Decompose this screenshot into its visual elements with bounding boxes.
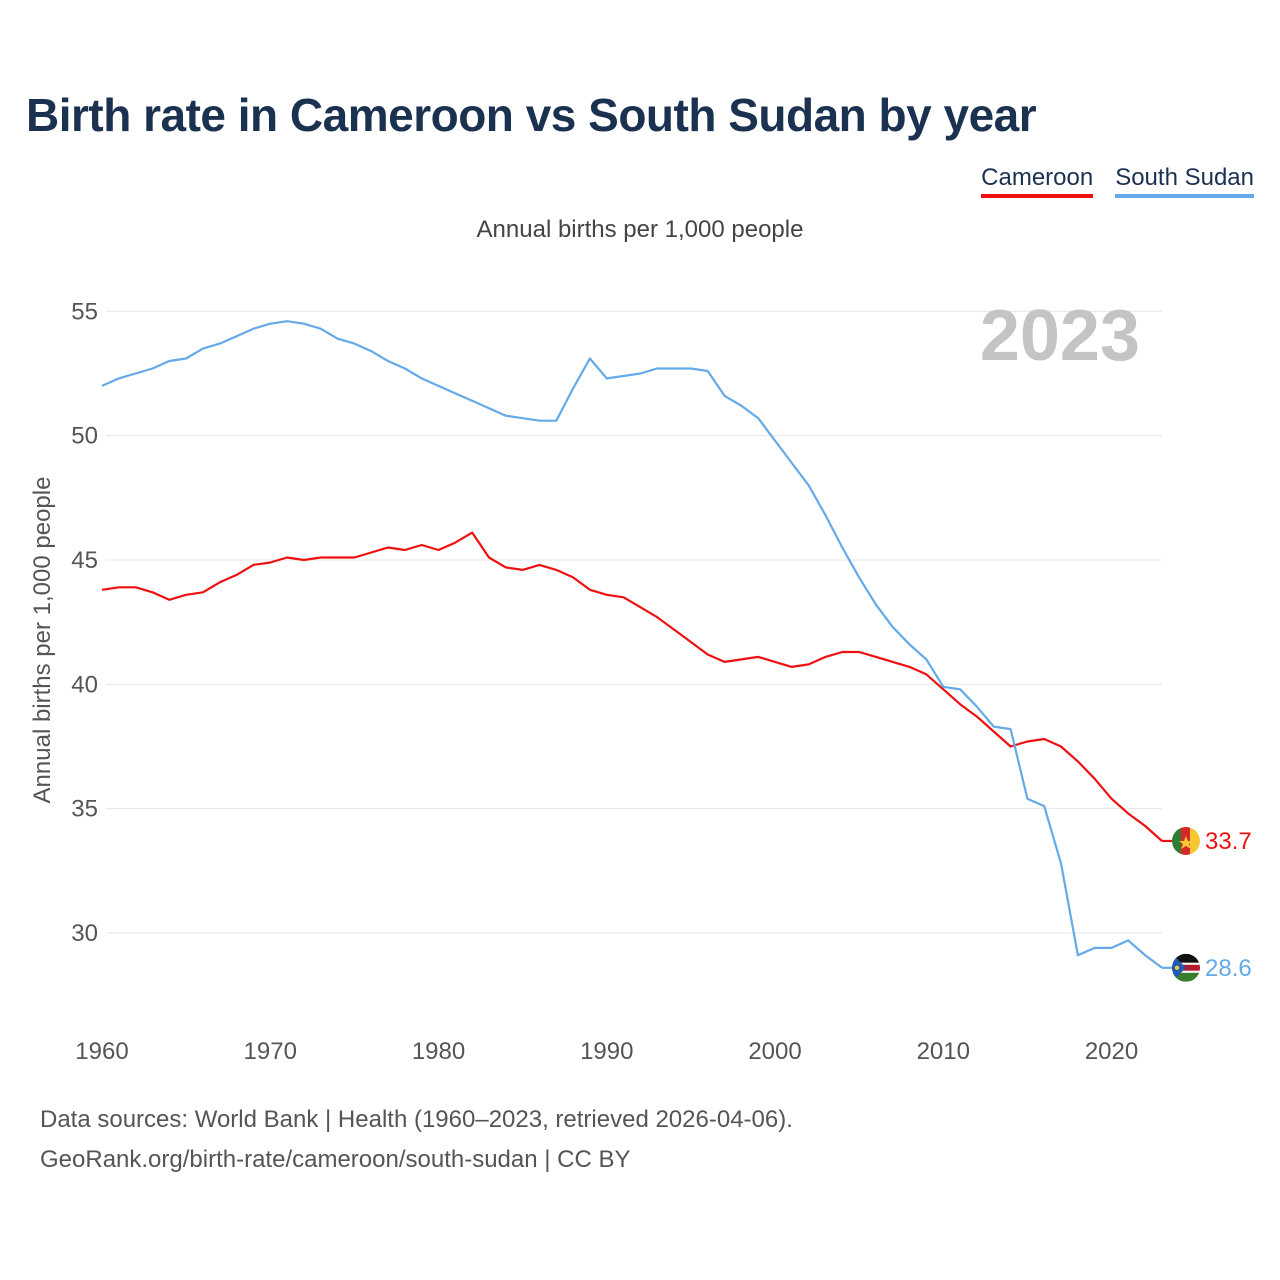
series-line-cameroon bbox=[101, 531, 1163, 842]
chart-title: Birth rate in Cameroon vs South Sudan by… bbox=[26, 89, 1037, 141]
series-line-south-sudan bbox=[101, 320, 1163, 969]
x-tick-label-1980: 1980 bbox=[412, 1038, 465, 1065]
legend-item-cameroon[interactable]: Cameroon bbox=[981, 164, 1094, 198]
x-tick-label-2000: 2000 bbox=[748, 1038, 801, 1065]
y-tick-label-35: 35 bbox=[71, 796, 98, 823]
x-tick-label-1960: 1960 bbox=[75, 1038, 128, 1065]
year-badge: 2023 bbox=[980, 296, 1140, 376]
end-value-label-south-sudan: 28.6 bbox=[1205, 955, 1252, 982]
end-markers: 33.7 28.6 bbox=[1172, 827, 1252, 982]
y-tick-label-30: 30 bbox=[71, 920, 98, 947]
y-tick-label-50: 50 bbox=[71, 423, 98, 450]
flag-south-sudan-icon bbox=[1172, 953, 1200, 982]
flag-cameroon-icon bbox=[1172, 827, 1200, 855]
legend: Cameroon South Sudan bbox=[981, 164, 1254, 198]
gridlines bbox=[106, 310, 1162, 934]
x-tick-label-2020: 2020 bbox=[1085, 1038, 1138, 1065]
y-tick-label-40: 40 bbox=[71, 671, 98, 698]
y-tick-label-45: 45 bbox=[71, 547, 98, 574]
chart-subtitle: Annual births per 1,000 people bbox=[476, 216, 804, 243]
x-tick-label-1970: 1970 bbox=[244, 1038, 297, 1065]
source-line-2[interactable]: GeoRank.org/birth-rate/cameroon/south-su… bbox=[40, 1146, 631, 1173]
series-lines bbox=[101, 320, 1172, 969]
axis-ticks: 30 35 40 45 50 55 1960 1970 1980 1990 2000 2010 2020 bbox=[71, 298, 1138, 1065]
x-tick-label-1990: 1990 bbox=[580, 1038, 633, 1065]
y-tick-label-55: 55 bbox=[71, 298, 98, 325]
x-tick-label-2010: 2010 bbox=[917, 1038, 970, 1065]
end-value-label-cameroon: 33.7 bbox=[1205, 828, 1252, 855]
legend-item-south-sudan[interactable]: South Sudan bbox=[1115, 164, 1254, 198]
y-axis-title: Annual births per 1,000 people bbox=[29, 477, 56, 804]
source-line-1: Data sources: World Bank | Health (1960–… bbox=[40, 1106, 793, 1133]
